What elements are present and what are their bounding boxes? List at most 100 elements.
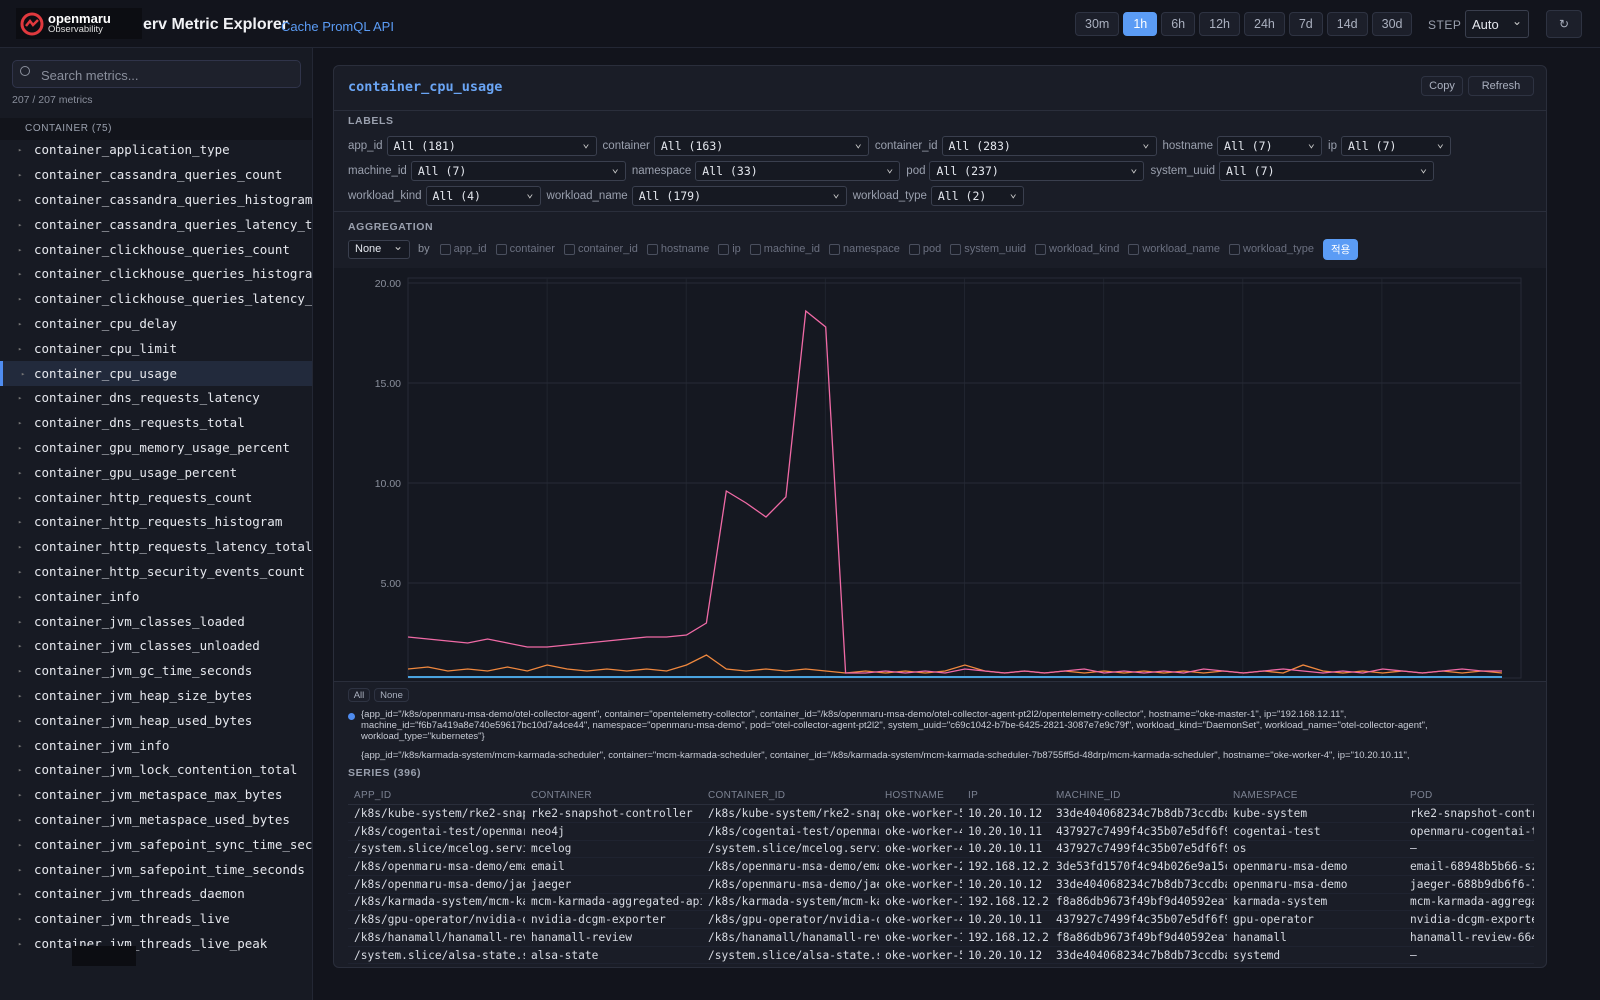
series-row[interactable]: /k8s/kube-system/rke2-snap… rke2-snapshot… — [348, 804, 1534, 823]
cell: os — [1227, 840, 1404, 859]
by-checkbox[interactable]: workload_name — [1128, 243, 1220, 255]
metric-item[interactable]: container_http_requests_latency_total — [0, 535, 312, 560]
metric-item[interactable]: container_gpu_usage_percent — [0, 460, 312, 485]
label-name: namespace — [631, 164, 692, 177]
metric-count: 207 / 207 metrics — [12, 94, 93, 106]
refresh-button[interactable]: Refresh — [1468, 76, 1534, 96]
legend-entry[interactable]: {app_id="/k8s/openmaru-msa-demo/otel-col… — [348, 709, 1478, 742]
cell: 437927c7499f4c35b07e5df6f9… — [1050, 840, 1227, 859]
series-row[interactable]: /k8s/karmada-system/mcm-ka… mcm-karmada-a… — [348, 893, 1534, 912]
metric-item[interactable]: container_jvm_heap_size_bytes — [0, 684, 312, 709]
label-select[interactable]: All (237) — [929, 160, 1145, 181]
label-select[interactable]: All (7) — [1219, 160, 1435, 181]
metric-item[interactable]: container_http_requests_histogram — [0, 510, 312, 535]
range-button[interactable]: 7d — [1288, 12, 1323, 36]
by-checkbox[interactable]: ip — [718, 243, 741, 255]
metric-item[interactable]: container_jvm_safepoint_sync_time_second… — [0, 832, 312, 857]
cell: oke-worker-2 — [879, 857, 962, 876]
label-select[interactable]: All (179) — [631, 185, 847, 206]
metric-item[interactable]: container_http_requests_count — [0, 485, 312, 510]
cell: /k8s/cogentai-test/openmar… — [702, 822, 879, 841]
metric-item[interactable]: container_jvm_heap_used_bytes — [0, 708, 312, 733]
metric-item[interactable]: container_jvm_threads_live_peak — [0, 932, 312, 957]
label-select[interactable]: All (163) — [653, 135, 869, 156]
legend-entry[interactable]: {app_id="/k8s/karmada-system/mcm-karmada… — [348, 750, 1478, 761]
legend-none[interactable]: None — [374, 688, 409, 702]
range-button[interactable]: 24h — [1244, 12, 1285, 36]
metric-item[interactable]: container_jvm_metaspace_max_bytes — [0, 783, 312, 808]
column-header: MACHINE_ID — [1050, 787, 1227, 806]
series-row[interactable]: /k8s/hanamall/hanamall-rev… hanamall-revi… — [348, 928, 1534, 947]
range-button[interactable]: 14d — [1326, 12, 1368, 36]
metric-item[interactable]: container_cpu_delay — [0, 312, 312, 337]
by-checkbox[interactable]: system_uuid — [950, 243, 1026, 255]
legend-all[interactable]: All — [348, 688, 370, 702]
by-checkbox[interactable]: container — [496, 243, 555, 255]
label-select[interactable]: All (33) — [695, 160, 901, 181]
by-checkbox[interactable]: pod — [909, 243, 941, 255]
series-row[interactable]: /k8s/gpu-operator/nvidia-d… nvidia-dcgm-e… — [348, 910, 1534, 929]
label-select[interactable]: All (7) — [1340, 135, 1451, 156]
metric-item[interactable]: container_jvm_threads_live — [0, 907, 312, 932]
metric-item[interactable]: container_jvm_gc_time_seconds — [0, 659, 312, 684]
series-row[interactable]: /system.slice/mcelog.servi… mcelog/system… — [348, 840, 1534, 859]
range-button[interactable]: 30m — [1075, 12, 1120, 36]
metric-item[interactable]: container_cassandra_queries_histogram — [0, 188, 312, 213]
range-button[interactable]: 12h — [1199, 12, 1240, 36]
range-button[interactable]: 30d — [1371, 12, 1413, 36]
series-row[interactable]: /k8s/openmaru-msa-demo/ema… email/k8s/ope… — [348, 857, 1534, 876]
metric-item[interactable]: container_clickhouse_queries_latency_tot… — [0, 287, 312, 312]
label-select[interactable]: All (4) — [425, 185, 541, 206]
metric-item[interactable]: container_cassandra_queries_latency_tota… — [0, 212, 312, 237]
label-select[interactable]: All (7) — [1217, 135, 1323, 156]
label-select[interactable]: All (283) — [941, 135, 1157, 156]
metric-item[interactable]: container_http_security_events_count — [0, 560, 312, 585]
by-checkbox[interactable]: hostname — [647, 243, 709, 255]
divider — [334, 110, 1546, 111]
cell: mcm-karmada-aggregated-api… — [525, 893, 702, 912]
by-checkbox[interactable]: machine_id — [750, 243, 820, 255]
cell: nvidia-dcgm-exporter — [525, 910, 702, 929]
by-checkbox[interactable]: workload_type — [1229, 243, 1314, 255]
apply-button[interactable]: 적용 — [1322, 238, 1359, 260]
aggregation-select[interactable]: None — [348, 239, 410, 259]
metric-item[interactable]: container_cpu_limit — [0, 336, 312, 361]
metric-item[interactable]: container_clickhouse_queries_count — [0, 237, 312, 262]
search-box[interactable]: Search metrics... — [12, 60, 301, 88]
reload-button[interactable]: ↻ — [1546, 10, 1582, 38]
by-checkbox[interactable]: container_id — [564, 243, 638, 255]
series-row[interactable]: /k8s/openmaru-msa-demo/jae… jaeger/k8s/op… — [348, 875, 1534, 894]
range-button[interactable]: 1h — [1123, 12, 1158, 36]
metric-item[interactable]: container_gpu_memory_usage_percent — [0, 436, 312, 461]
group-header[interactable]: CONTAINER (75) — [0, 118, 312, 140]
cell: /system.slice/mcelog.servi… — [702, 840, 879, 859]
legend: {app_id="/k8s/openmaru-msa-demo/otel-col… — [348, 709, 1478, 769]
cell: 437927c7499f4c35b07e5df6f9… — [1050, 910, 1227, 929]
metric-item[interactable]: container_jvm_classes_unloaded — [0, 634, 312, 659]
metric-item[interactable]: container_jvm_lock_contention_total — [0, 758, 312, 783]
metric-item[interactable]: container_dns_requests_latency — [0, 386, 312, 411]
cell: /k8s/openmaru-msa-demo/jae… — [702, 875, 879, 894]
metric-item[interactable]: container_jvm_threads_daemon — [0, 882, 312, 907]
metric-item[interactable]: container_cassandra_queries_count — [0, 163, 312, 188]
metric-item[interactable]: container_jvm_safepoint_time_seconds — [0, 857, 312, 882]
series-row[interactable]: /k8s/cogentai-test/openmar… neo4j/k8s/cog… — [348, 822, 1534, 841]
metric-item[interactable]: container_jvm_metaspace_used_bytes — [0, 808, 312, 833]
label-select[interactable]: All (181) — [386, 135, 597, 156]
metric-item[interactable]: container_jvm_info — [0, 733, 312, 758]
metric-item[interactable]: container_cpu_usage — [0, 361, 312, 386]
step-select[interactable]: Auto — [1465, 10, 1529, 38]
by-checkbox[interactable]: workload_kind — [1035, 243, 1119, 255]
metric-item[interactable]: container_info — [0, 584, 312, 609]
metric-item[interactable]: container_jvm_classes_loaded — [0, 609, 312, 634]
metric-item[interactable]: container_clickhouse_queries_histogram — [0, 262, 312, 287]
metric-item[interactable]: container_application_type — [0, 138, 312, 163]
metric-item[interactable]: container_dns_requests_total — [0, 411, 312, 436]
copy-button[interactable]: Copy — [1421, 76, 1463, 96]
label-select[interactable]: All (7) — [410, 160, 626, 181]
by-checkbox[interactable]: app_id — [440, 243, 487, 255]
by-checkbox[interactable]: namespace — [829, 243, 900, 255]
label-select[interactable]: All (2) — [930, 185, 1024, 206]
range-button[interactable]: 6h — [1161, 12, 1196, 36]
series-row[interactable]: /system.slice/alsa-state.s… alsa-state/sy… — [348, 946, 1534, 965]
